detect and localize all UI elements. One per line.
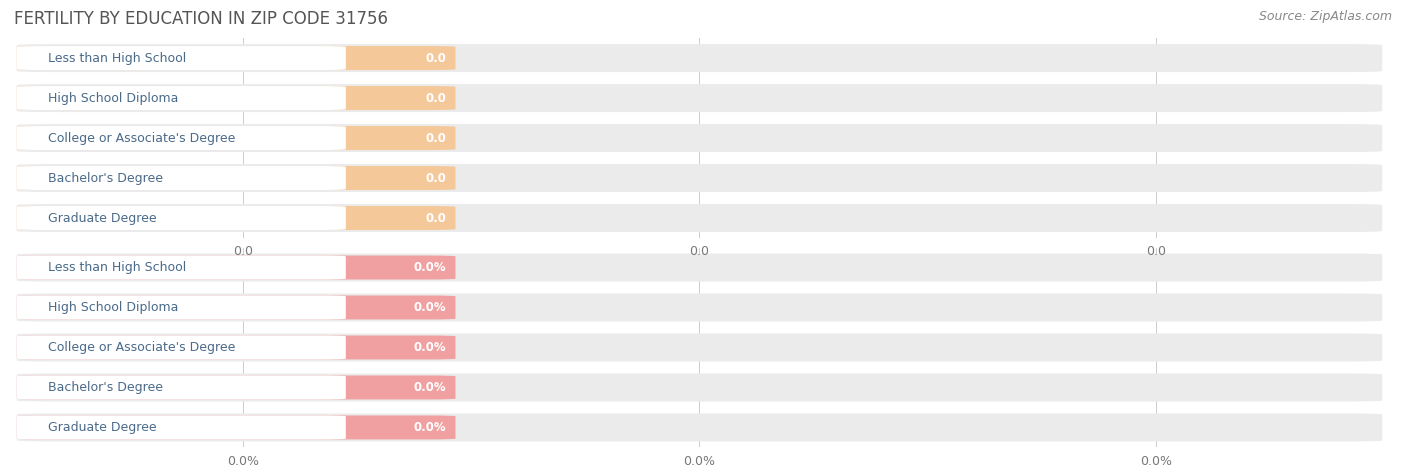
FancyBboxPatch shape: [17, 44, 1382, 72]
Text: Bachelor's Degree: Bachelor's Degree: [48, 381, 163, 394]
FancyBboxPatch shape: [17, 126, 456, 150]
FancyBboxPatch shape: [17, 376, 456, 399]
Text: 0.0%: 0.0%: [1140, 455, 1173, 467]
Text: 0.0: 0.0: [425, 171, 446, 185]
Text: 0.0: 0.0: [233, 245, 253, 258]
FancyBboxPatch shape: [17, 294, 1382, 321]
FancyBboxPatch shape: [17, 124, 1382, 152]
FancyBboxPatch shape: [17, 336, 346, 359]
Text: 0.0%: 0.0%: [226, 455, 259, 467]
FancyBboxPatch shape: [17, 126, 346, 150]
FancyBboxPatch shape: [17, 414, 1382, 441]
FancyBboxPatch shape: [17, 86, 346, 110]
Text: 0.0: 0.0: [425, 51, 446, 65]
FancyBboxPatch shape: [17, 166, 346, 190]
Text: 0.0%: 0.0%: [683, 455, 716, 467]
FancyBboxPatch shape: [17, 256, 346, 279]
Text: Graduate Degree: Graduate Degree: [48, 421, 157, 434]
FancyBboxPatch shape: [17, 164, 1382, 192]
FancyBboxPatch shape: [17, 46, 346, 70]
FancyBboxPatch shape: [17, 374, 1382, 401]
FancyBboxPatch shape: [17, 296, 346, 319]
Text: College or Associate's Degree: College or Associate's Degree: [48, 341, 236, 354]
FancyBboxPatch shape: [17, 376, 346, 399]
Text: High School Diploma: High School Diploma: [48, 301, 179, 314]
Text: 0.0%: 0.0%: [413, 421, 446, 434]
FancyBboxPatch shape: [17, 334, 1382, 361]
Text: 0.0: 0.0: [425, 91, 446, 105]
Text: 0.0%: 0.0%: [413, 381, 446, 394]
Text: FERTILITY BY EDUCATION IN ZIP CODE 31756: FERTILITY BY EDUCATION IN ZIP CODE 31756: [14, 10, 388, 28]
FancyBboxPatch shape: [17, 86, 456, 110]
Text: 0.0: 0.0: [425, 131, 446, 145]
Text: 0.0%: 0.0%: [413, 341, 446, 354]
Text: Graduate Degree: Graduate Degree: [48, 211, 157, 225]
Text: Source: ZipAtlas.com: Source: ZipAtlas.com: [1258, 10, 1392, 22]
FancyBboxPatch shape: [17, 254, 1382, 281]
FancyBboxPatch shape: [17, 46, 456, 70]
Text: Less than High School: Less than High School: [48, 261, 187, 274]
FancyBboxPatch shape: [17, 296, 456, 319]
Text: Bachelor's Degree: Bachelor's Degree: [48, 171, 163, 185]
Text: 0.0: 0.0: [1146, 245, 1166, 258]
FancyBboxPatch shape: [17, 416, 456, 439]
Text: 0.0: 0.0: [425, 211, 446, 225]
Text: 0.0: 0.0: [689, 245, 710, 258]
Text: College or Associate's Degree: College or Associate's Degree: [48, 131, 236, 145]
FancyBboxPatch shape: [17, 204, 1382, 232]
FancyBboxPatch shape: [17, 336, 456, 359]
Text: 0.0%: 0.0%: [413, 261, 446, 274]
FancyBboxPatch shape: [17, 84, 1382, 112]
FancyBboxPatch shape: [17, 206, 456, 230]
FancyBboxPatch shape: [17, 256, 456, 279]
FancyBboxPatch shape: [17, 206, 346, 230]
FancyBboxPatch shape: [17, 416, 346, 439]
FancyBboxPatch shape: [17, 166, 456, 190]
Text: Less than High School: Less than High School: [48, 51, 187, 65]
Text: 0.0%: 0.0%: [413, 301, 446, 314]
Text: High School Diploma: High School Diploma: [48, 91, 179, 105]
